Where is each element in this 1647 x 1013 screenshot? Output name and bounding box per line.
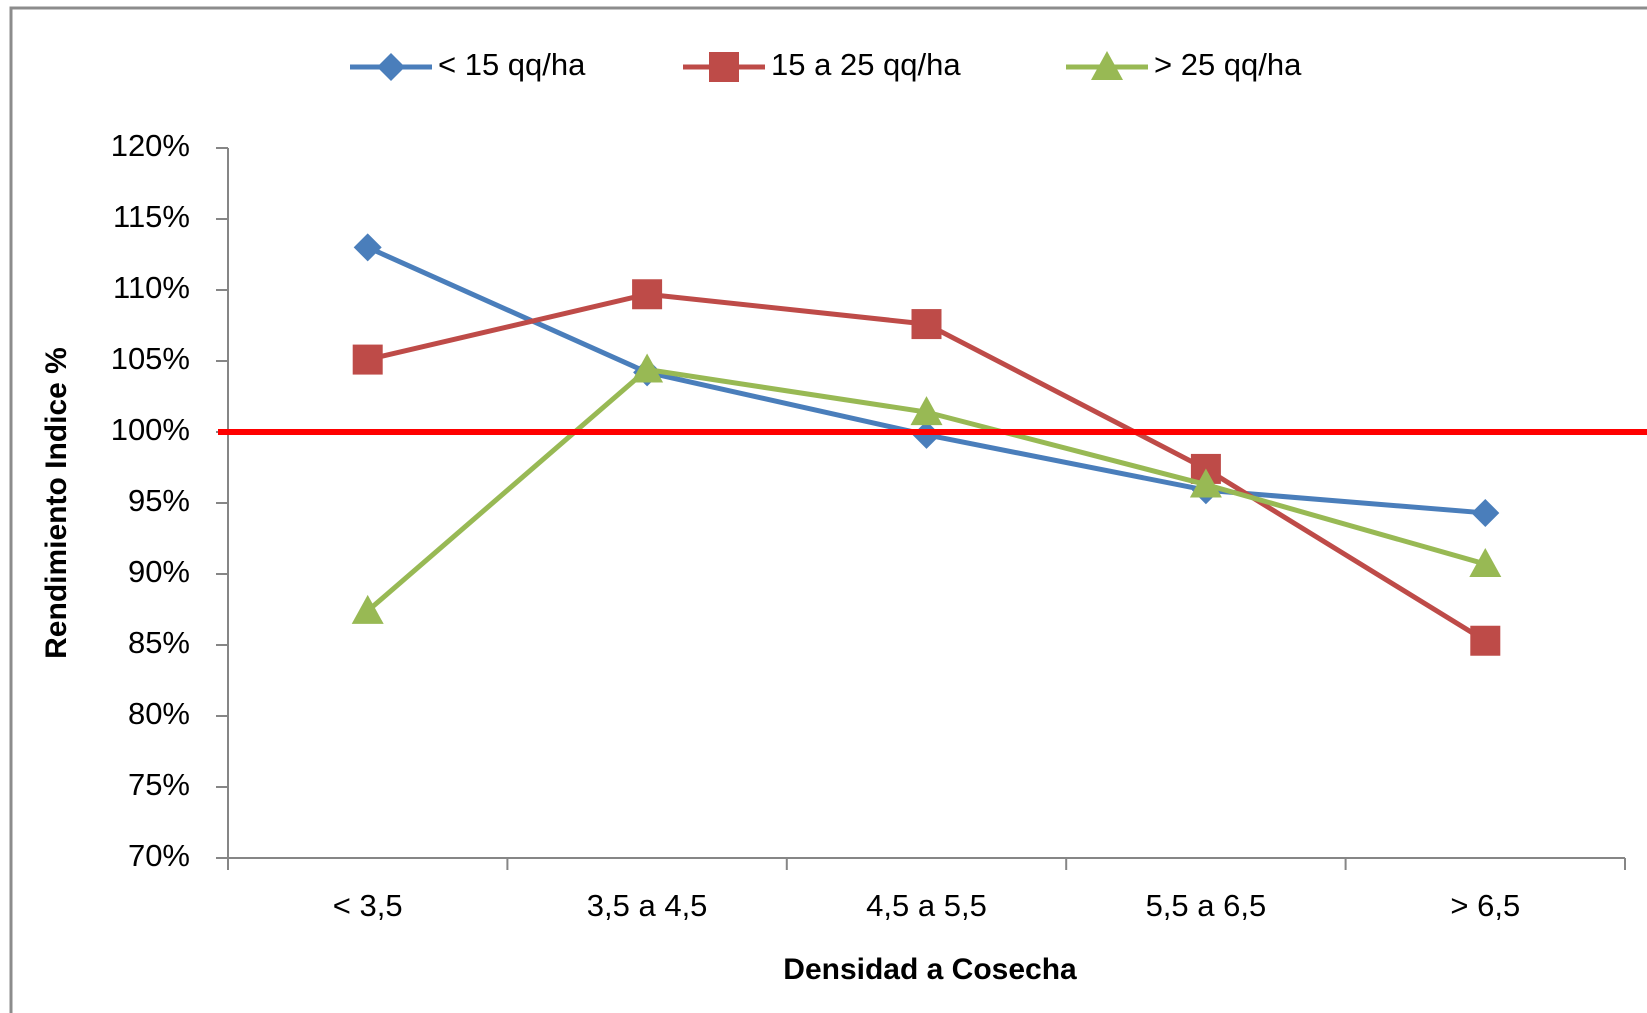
- marker: [351, 594, 384, 624]
- y-tick-label: 120%: [111, 128, 190, 163]
- x-tick-label: > 6,5: [1450, 888, 1520, 923]
- y-tick-label: 80%: [128, 696, 190, 731]
- y-tick-label: 100%: [111, 412, 190, 447]
- marker: [631, 353, 664, 383]
- marker: [1470, 625, 1501, 656]
- marker: [1471, 498, 1500, 527]
- y-tick-label: 115%: [113, 199, 190, 234]
- marker: [1091, 51, 1123, 80]
- marker: [1189, 468, 1222, 498]
- legend-label: > 25 qq/ha: [1154, 47, 1302, 82]
- x-tick-label: 3,5 a 4,5: [587, 888, 708, 923]
- legend-label: 15 a 25 qq/ha: [771, 47, 961, 82]
- chart-border: [9, 6, 1647, 1013]
- marker: [709, 52, 739, 82]
- marker: [352, 344, 383, 375]
- marker: [353, 233, 382, 262]
- x-tick-label: 5,5 a 6,5: [1146, 888, 1267, 923]
- y-tick-label: 90%: [128, 554, 190, 589]
- y-tick-label: 110%: [113, 270, 190, 305]
- y-tick-label: 85%: [128, 625, 190, 660]
- y-tick-label: 95%: [128, 483, 190, 518]
- marker: [911, 309, 942, 340]
- series-line: [366, 245, 1486, 516]
- marker: [632, 279, 663, 310]
- y-axis-title: Rendimiento Indice %: [40, 347, 73, 659]
- x-tick-label: < 3,5: [333, 888, 403, 923]
- x-tick-label: 4,5 a 5,5: [866, 888, 987, 923]
- y-tick-label: 105%: [111, 341, 190, 376]
- x-axis-title: Densidad a Cosecha: [783, 953, 1077, 986]
- y-tick-label: 70%: [128, 838, 190, 873]
- marker: [377, 53, 405, 81]
- marker: [910, 396, 943, 426]
- y-tick-label: 75%: [128, 767, 190, 802]
- marker: [1469, 548, 1502, 578]
- legend-label: < 15 qq/ha: [438, 47, 586, 82]
